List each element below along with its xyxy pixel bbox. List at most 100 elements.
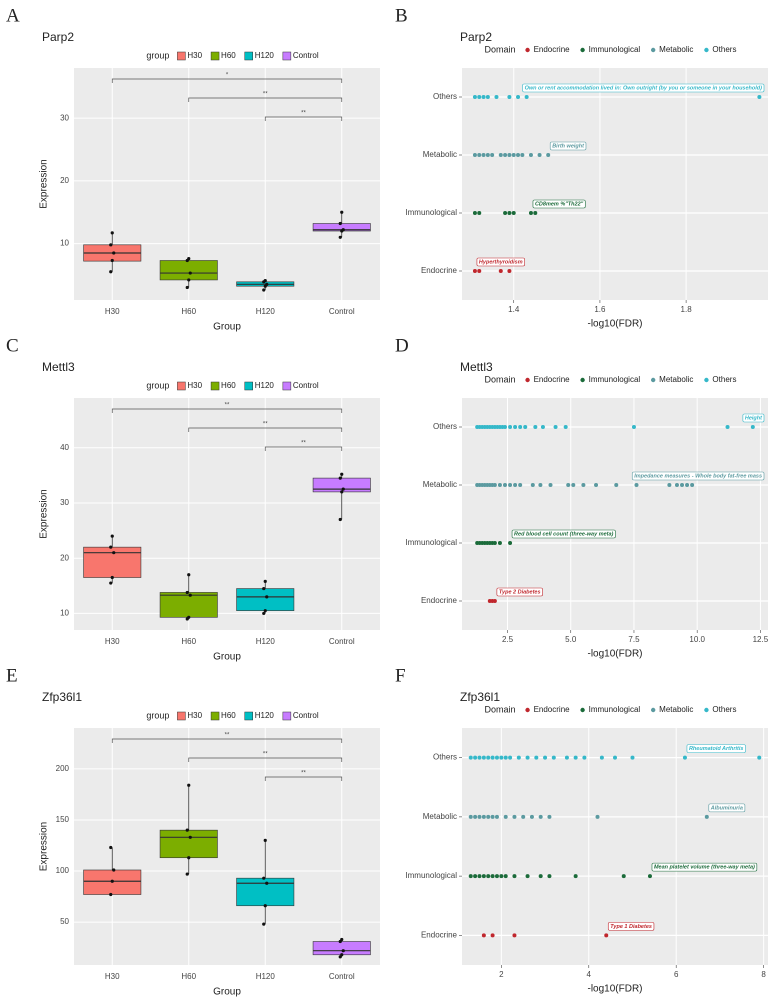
- panel-title: Parp2: [460, 30, 492, 44]
- point: [516, 95, 521, 99]
- legend-title: Domain: [485, 44, 516, 54]
- panel-title: Zfp36l1: [460, 690, 500, 704]
- point: [263, 838, 267, 842]
- legend-label: Immunological: [589, 45, 641, 54]
- point: [262, 876, 266, 880]
- point: [502, 483, 507, 487]
- y-tick-label: Immunological: [405, 538, 457, 547]
- legend-swatch: [244, 381, 253, 391]
- box: [236, 588, 295, 611]
- x-tick-label: 1.4: [508, 305, 520, 314]
- y-tick-label: 150: [56, 815, 70, 824]
- point: [485, 95, 490, 99]
- significance-label: **: [225, 733, 230, 739]
- point: [492, 483, 497, 487]
- panel-letter: C: [6, 335, 19, 356]
- point-annotation: Red blood cell count (three-way meta): [511, 529, 616, 539]
- point: [262, 922, 266, 926]
- point: [534, 755, 539, 760]
- annotation-box: [532, 199, 586, 209]
- legend-label: Endocrine: [534, 705, 571, 714]
- point: [604, 933, 609, 938]
- significance-bracket: [264, 116, 343, 121]
- point: [507, 153, 512, 157]
- box: [83, 546, 142, 578]
- annotation-label: Rheumatoid Arthritis: [689, 746, 744, 752]
- point: [485, 153, 490, 157]
- legend-label: H120: [255, 51, 275, 60]
- point-annotation: Impedance measures - Whole body fat-free…: [631, 471, 765, 481]
- x-tick-label: 7.5: [628, 635, 640, 644]
- point: [109, 545, 113, 549]
- legend-title: group: [146, 380, 169, 390]
- point-annotation: Own or rent accommodation lived in: Own …: [522, 83, 765, 93]
- point: [497, 483, 502, 487]
- annotation-box: [631, 471, 765, 481]
- point: [508, 541, 513, 545]
- point: [508, 483, 513, 487]
- panel-title: Zfp36l1: [42, 690, 82, 704]
- point: [499, 755, 504, 760]
- plot-background: [74, 728, 380, 965]
- point: [634, 483, 639, 487]
- point: [507, 95, 512, 99]
- significance-label: **: [301, 441, 306, 447]
- point: [571, 483, 576, 487]
- point-annotation: Mean platelet volume (three-way meta): [651, 862, 758, 872]
- point: [112, 868, 116, 872]
- significance-bracket: [188, 757, 343, 762]
- point: [265, 282, 269, 286]
- annotation-box: [686, 744, 746, 753]
- annotation-label: Mean platelet volume (three-way meta): [654, 865, 755, 871]
- x-tick-label: 6: [674, 970, 679, 979]
- point: [110, 258, 114, 263]
- point: [472, 211, 477, 215]
- significance-label: **: [263, 92, 268, 98]
- y-tick-label: Others: [433, 92, 457, 101]
- point: [530, 483, 535, 487]
- point: [112, 251, 116, 255]
- point: [262, 611, 266, 616]
- annotation-box: [476, 257, 525, 267]
- y-tick-label: Metabolic: [423, 480, 457, 489]
- legend-label: Control: [293, 381, 319, 390]
- x-tick-label: Control: [329, 637, 355, 646]
- panel-title: Parp2: [42, 30, 74, 44]
- x-tick-label: H30: [105, 972, 120, 981]
- point: [757, 95, 762, 99]
- legend-label: H30: [187, 51, 202, 60]
- y-tick-label: 10: [60, 239, 69, 248]
- legend-swatch: [282, 381, 292, 391]
- point: [551, 755, 556, 760]
- y-axis-label: Expression: [39, 822, 50, 871]
- legend-swatch: [704, 377, 709, 383]
- point: [546, 153, 551, 157]
- point: [594, 483, 599, 487]
- point: [621, 874, 626, 879]
- annotation-box: [549, 141, 587, 151]
- annotation-label: Hyperthyroidism: [479, 259, 523, 265]
- point: [472, 269, 477, 273]
- point: [477, 874, 482, 879]
- point: [518, 483, 523, 487]
- legend-title: group: [146, 710, 169, 720]
- point: [498, 153, 503, 157]
- legend-title: group: [146, 50, 169, 60]
- annotation-box: [511, 529, 616, 539]
- annotation-label: Birth weight: [552, 143, 585, 149]
- legend-swatch: [580, 707, 585, 713]
- box: [312, 477, 371, 493]
- point: [473, 814, 478, 819]
- point: [490, 933, 495, 938]
- significance-label: **: [225, 403, 230, 409]
- point: [547, 874, 552, 879]
- x-tick-label: H30: [105, 307, 120, 316]
- box: [159, 829, 218, 859]
- point: [523, 425, 528, 429]
- point: [685, 483, 690, 487]
- significance-bracket: [111, 738, 343, 743]
- point: [543, 755, 548, 760]
- x-tick-label: H60: [181, 972, 196, 981]
- point: [548, 483, 553, 487]
- point: [511, 211, 516, 215]
